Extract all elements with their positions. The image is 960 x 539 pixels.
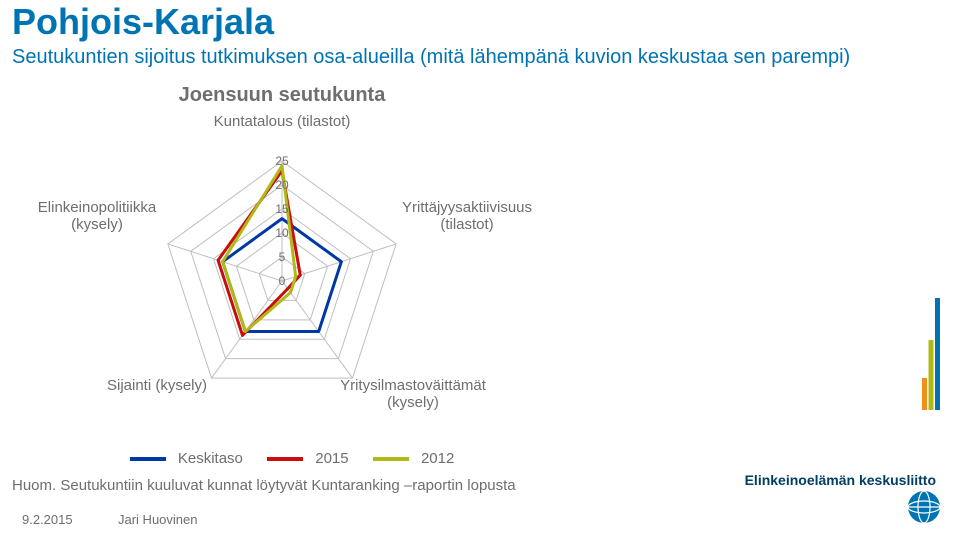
legend: Keskitaso 2015 2012	[12, 450, 552, 467]
legend-swatch-0	[130, 457, 166, 461]
ek-globe-icon	[906, 489, 942, 525]
radial-tick: 0	[272, 274, 292, 288]
footer-author: Jari Huovinen	[118, 512, 198, 527]
axis-label-1: Yrittäjyysaktiivisuus (tilastot)	[382, 200, 552, 233]
page-subtitle: Seutukuntien sijoitus tutkimuksen osa-al…	[12, 46, 850, 68]
axis-label-3: Sijainti (kysely)	[92, 378, 222, 395]
legend-swatch-1	[267, 457, 303, 461]
footer-date: 9.2.2015	[22, 512, 73, 527]
legend-label-2: 2012	[421, 450, 454, 467]
radial-tick: 20	[272, 178, 292, 192]
radial-tick: 25	[272, 154, 292, 168]
legend-label-0: Keskitaso	[178, 450, 243, 467]
axis-label-0: Kuntatalous (tilastot)	[192, 114, 372, 131]
logo-text: Elinkeinoelämän keskusliitto	[745, 472, 936, 488]
footnote: Huom. Seutukuntiin kuuluvat kunnat löyty…	[12, 478, 516, 495]
radial-tick: 15	[272, 202, 292, 216]
side-bar-chart-icon	[922, 130, 940, 410]
radar-chart: Kuntatalous (tilastot) Yrittäjyysaktiivi…	[12, 116, 552, 436]
chart-title: Joensuun seutukunta	[12, 84, 552, 107]
ek-logo: Elinkeinoelämän keskusliitto	[742, 471, 942, 525]
axis-label-2: Yritysilmastoväittämät (kysely)	[318, 378, 508, 411]
radial-tick: 5	[272, 250, 292, 264]
legend-swatch-2	[373, 457, 409, 461]
page-title: Pohjois-Karjala	[12, 4, 274, 40]
axis-label-4: Elinkeinopolitiikka (kysely)	[12, 200, 182, 233]
legend-label-1: 2015	[315, 450, 348, 467]
radial-tick: 10	[272, 226, 292, 240]
